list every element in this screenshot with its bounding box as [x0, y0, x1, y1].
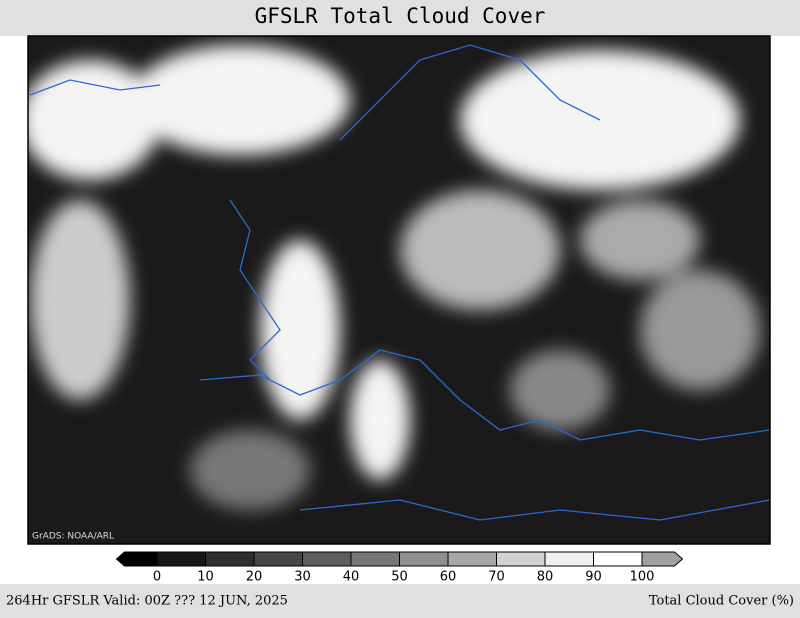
- footer-bar: [0, 584, 800, 618]
- footer-right: Total Cloud Cover (%): [649, 594, 794, 609]
- colorbar-label: 40: [343, 570, 360, 585]
- colorbar-segment: [399, 551, 449, 567]
- colorbar-label: 60: [440, 570, 457, 585]
- colorbar-label: 100: [630, 570, 655, 585]
- colorbar-label: 80: [537, 570, 554, 585]
- colorbar-label: 70: [488, 570, 505, 585]
- colorbar-segment: [302, 551, 352, 567]
- colorbar-segment: [447, 551, 497, 567]
- colorbar-label: 90: [585, 570, 602, 585]
- colorbar-segment: [205, 551, 255, 567]
- colorbar: 0 10 20 30 40 50 60 70 80 90 100: [115, 551, 684, 585]
- colorbar-label: 10: [197, 570, 214, 585]
- colorbar-end: [115, 551, 158, 567]
- credit: GrADS: NOAA/ARL: [32, 532, 114, 542]
- colorbar-segment: [350, 551, 400, 567]
- colorbar-label: 30: [294, 570, 311, 585]
- colorbar-segment: [496, 551, 546, 567]
- colorbar-end: [641, 551, 684, 567]
- footer-left: 264Hr GFSLR Valid: 00Z ??? 12 JUN, 2025: [6, 594, 288, 609]
- colorbar-label: 0: [153, 570, 161, 585]
- colorbar-segment: [544, 551, 594, 567]
- colorbar-label: 50: [391, 570, 408, 585]
- map: [28, 36, 770, 544]
- colorbar-segment: [156, 551, 206, 567]
- colorbar-segment: [253, 551, 303, 567]
- title: GFSLR Total Cloud Cover: [255, 4, 546, 28]
- title-bar: [0, 0, 800, 36]
- colorbar-segment: [593, 551, 643, 567]
- colorbar-label: 20: [246, 570, 263, 585]
- map-frame: [27, 35, 771, 545]
